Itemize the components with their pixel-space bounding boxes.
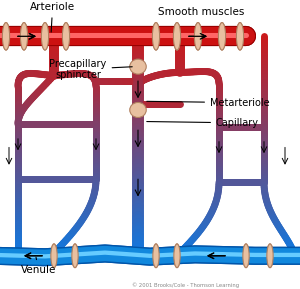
Ellipse shape <box>173 23 181 50</box>
Text: Metarteriole: Metarteriole <box>147 98 270 108</box>
Ellipse shape <box>174 244 180 268</box>
Ellipse shape <box>41 23 49 50</box>
Text: Venule: Venule <box>21 257 56 275</box>
Ellipse shape <box>218 23 226 50</box>
Text: Precapillary
sphincter: Precapillary sphincter <box>50 59 132 80</box>
Ellipse shape <box>2 23 10 50</box>
Text: Arteriole: Arteriole <box>30 2 75 32</box>
Ellipse shape <box>152 23 160 50</box>
Ellipse shape <box>152 23 160 50</box>
Ellipse shape <box>20 23 28 50</box>
Ellipse shape <box>267 244 273 268</box>
Ellipse shape <box>41 23 49 50</box>
Text: © 2001 Brooks/Cole - Thomson Learning: © 2001 Brooks/Cole - Thomson Learning <box>132 282 240 288</box>
Text: Capillary: Capillary <box>147 118 259 128</box>
Ellipse shape <box>72 244 78 268</box>
Ellipse shape <box>130 102 146 117</box>
Ellipse shape <box>62 23 70 50</box>
Ellipse shape <box>51 244 57 268</box>
Ellipse shape <box>153 244 159 268</box>
Ellipse shape <box>130 59 146 74</box>
Ellipse shape <box>218 23 226 50</box>
Ellipse shape <box>174 244 180 268</box>
Ellipse shape <box>194 23 202 50</box>
Ellipse shape <box>51 244 57 268</box>
Ellipse shape <box>153 244 159 268</box>
Ellipse shape <box>194 23 202 50</box>
Ellipse shape <box>2 23 10 50</box>
Ellipse shape <box>62 23 70 50</box>
Ellipse shape <box>236 23 244 50</box>
Ellipse shape <box>236 23 244 50</box>
Ellipse shape <box>243 244 249 268</box>
Ellipse shape <box>243 244 249 268</box>
Ellipse shape <box>20 23 28 50</box>
Ellipse shape <box>173 23 181 50</box>
Text: Smooth muscles: Smooth muscles <box>158 7 244 17</box>
Ellipse shape <box>267 244 273 268</box>
Ellipse shape <box>72 244 78 268</box>
